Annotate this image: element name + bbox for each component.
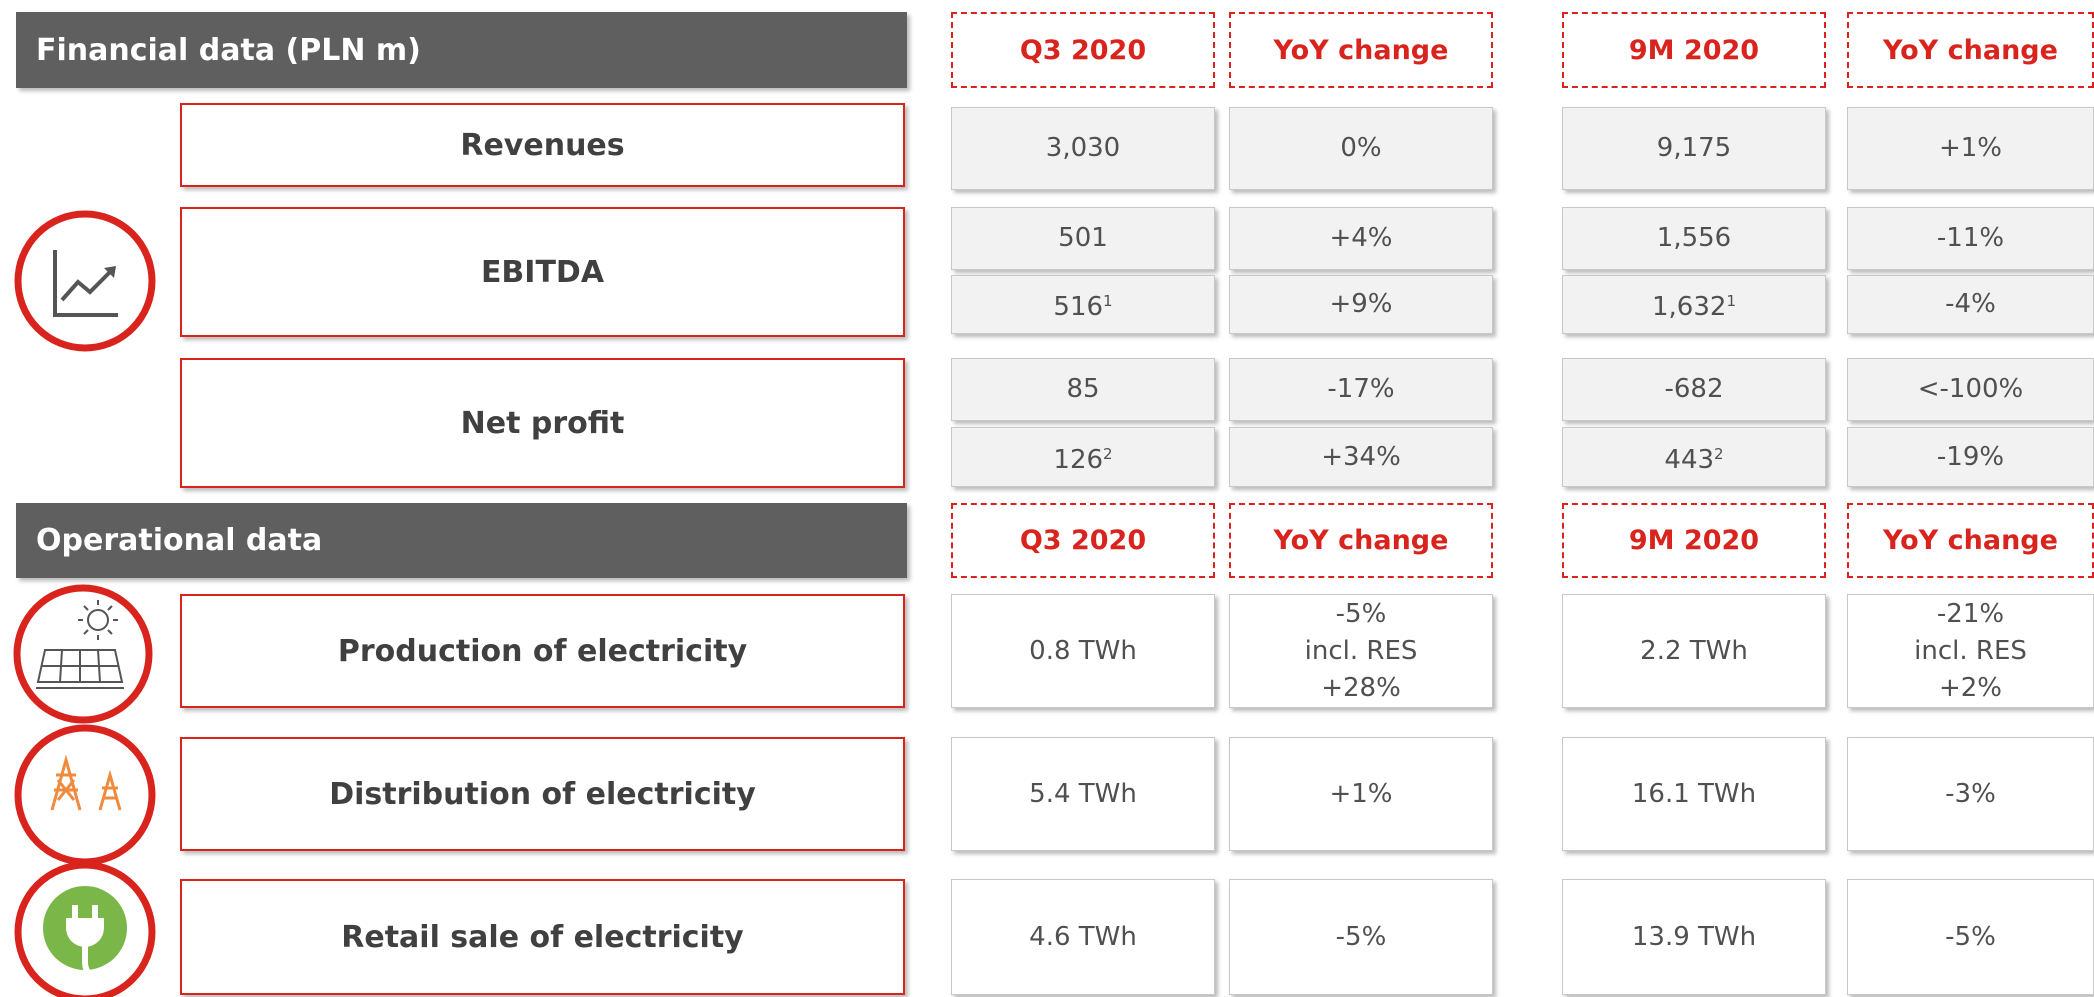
cell-line: -21%	[1936, 598, 2005, 629]
value-cell: -3%	[1847, 737, 2094, 851]
section-header: Financial data (PLN m)	[16, 12, 907, 88]
column-header: Q3 2020	[951, 12, 1215, 88]
cell-text: +4%	[1329, 223, 1393, 253]
cell-line: -5%	[1335, 598, 1387, 629]
cell-line: incl. RES	[1304, 635, 1418, 666]
column-header: Q3 2020	[951, 503, 1215, 578]
column-header: 9M 2020	[1562, 12, 1826, 88]
value-cell: <-100%	[1847, 358, 2094, 421]
footnote: 1	[1103, 292, 1113, 310]
cell-value: 1,632	[1652, 292, 1727, 322]
cell-text: -5%	[1945, 921, 1996, 952]
cell-text: -5%	[1335, 921, 1387, 952]
solar-icon	[13, 584, 153, 724]
cell-text: -11%	[1936, 223, 2005, 253]
section-header: Operational data	[16, 503, 907, 578]
value-cell: +1%	[1847, 107, 2094, 190]
column-header: YoY change	[1229, 503, 1493, 578]
value-cell: 2.2 TWh	[1562, 594, 1826, 708]
value-cell: +1%	[1229, 737, 1493, 851]
value-cell: 4.6 TWh	[951, 879, 1215, 995]
column-header: 9M 2020	[1562, 503, 1826, 578]
value-cell: 16.1 TWh	[1562, 737, 1826, 851]
footnote: 2	[1103, 444, 1113, 463]
cell-line: incl. RES	[1914, 635, 2027, 666]
plug-icon	[14, 861, 156, 997]
row-label: Production of electricity	[180, 594, 905, 708]
row-label: Distribution of electricity	[180, 737, 905, 851]
cell-text: 16.1 TWh	[1631, 778, 1757, 809]
cell-text: 0.8 TWh	[1029, 635, 1137, 666]
cell-text: -19%	[1936, 441, 2005, 472]
cell-text: 4432	[1664, 436, 1723, 479]
cell-text: <-100%	[1917, 374, 2024, 404]
value-cell: 13.9 TWh	[1562, 879, 1826, 995]
row-label: Revenues	[180, 103, 905, 187]
cell-line: +2%	[1938, 672, 2003, 703]
cell-text: 1,6321	[1652, 283, 1736, 326]
value-cell: -19%	[1847, 427, 2094, 487]
column-header: YoY change	[1847, 503, 2094, 578]
value-cell: 1262	[951, 427, 1215, 487]
footnote: 2	[1714, 444, 1724, 463]
value-cell: 85	[951, 358, 1215, 421]
value-cell: 4432	[1562, 427, 1826, 487]
value-cell: +9%	[1229, 275, 1493, 334]
value-cell: -11%	[1847, 207, 2094, 270]
value-cell: -682	[1562, 358, 1826, 421]
cell-text: +34%	[1321, 441, 1401, 472]
cell-text: -3%	[1945, 778, 1996, 809]
value-cell: +34%	[1229, 427, 1493, 487]
cell-text: 501	[1058, 223, 1108, 253]
value-cell: 1,6321	[1562, 275, 1826, 334]
footnote: 1	[1726, 292, 1736, 310]
cell-text: +1%	[1329, 778, 1393, 809]
cell-text: 1,556	[1656, 223, 1732, 253]
value-cell: 1,556	[1562, 207, 1826, 270]
value-cell: 5161	[951, 275, 1215, 334]
row-label: Retail sale of electricity	[180, 879, 905, 995]
cell-text: 13.9 TWh	[1631, 921, 1757, 952]
cell-text: 0%	[1340, 133, 1382, 163]
cell-text: +1%	[1938, 133, 2003, 163]
cell-text: 9,175	[1656, 133, 1732, 163]
value-cell: -17%	[1229, 358, 1493, 421]
cell-text: 1262	[1053, 436, 1112, 479]
value-cell: 5.4 TWh	[951, 737, 1215, 851]
cell-value: 126	[1053, 444, 1104, 475]
cell-text: -682	[1664, 374, 1724, 404]
value-cell: 3,030	[951, 107, 1215, 190]
cell-text: 5.4 TWh	[1029, 778, 1137, 809]
value-cell: 0.8 TWh	[951, 594, 1215, 708]
row-label: EBITDA	[180, 207, 905, 337]
cell-text: +9%	[1329, 289, 1393, 319]
cell-text: 3,030	[1045, 133, 1121, 163]
cell-text: -4%	[1945, 289, 1996, 319]
value-cell: -4%	[1847, 275, 2094, 334]
column-header: YoY change	[1847, 12, 2094, 88]
value-cell: 501	[951, 207, 1215, 270]
value-cell: 9,175	[1562, 107, 1826, 190]
cell-value: 443	[1664, 444, 1715, 475]
row-label: Net profit	[180, 358, 905, 488]
value-cell: 0%	[1229, 107, 1493, 190]
value-cell: +4%	[1229, 207, 1493, 270]
cell-text: 2.2 TWh	[1640, 635, 1748, 666]
value-cell: -5%	[1229, 879, 1493, 995]
chart-icon	[14, 210, 156, 352]
cell-value: 516	[1053, 292, 1104, 322]
column-header: YoY change	[1229, 12, 1493, 88]
grid-icon	[14, 724, 156, 866]
value-cell: -5% incl. RES +28%	[1229, 594, 1493, 708]
cell-text: 85	[1066, 374, 1100, 404]
value-cell: -5%	[1847, 879, 2094, 995]
cell-line: +28%	[1321, 672, 1401, 703]
cell-text: -17%	[1327, 374, 1395, 404]
cell-text: 5161	[1053, 283, 1112, 326]
value-cell: -21% incl. RES +2%	[1847, 594, 2094, 708]
cell-text: 4.6 TWh	[1029, 921, 1137, 952]
